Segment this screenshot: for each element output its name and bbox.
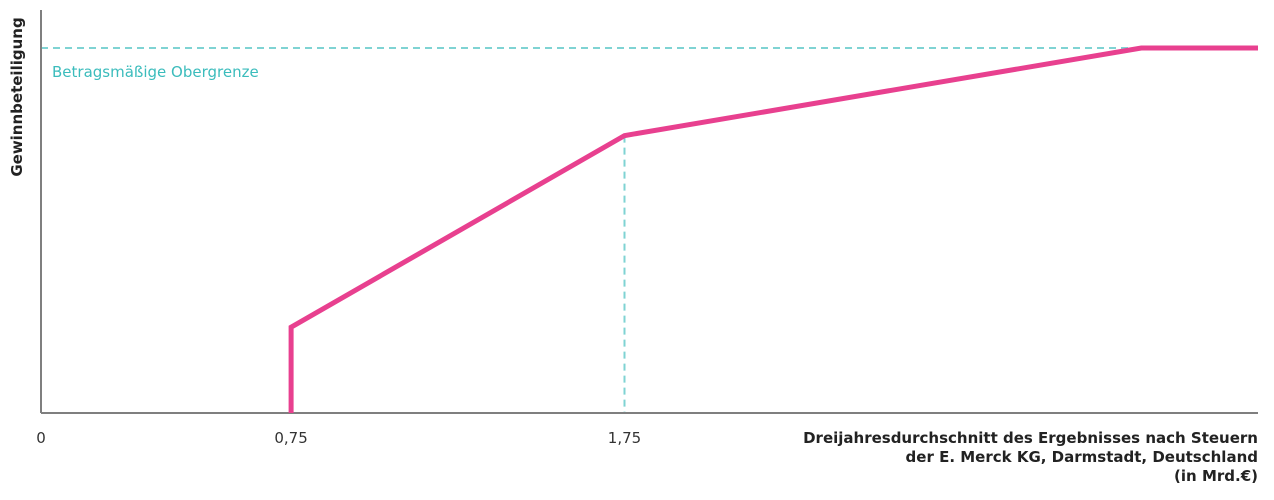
x-axis-title: Dreijahresdurchschnitt des Ergebnisses n… — [803, 429, 1258, 485]
x-axis-title-line: (in Mrd.€) — [1174, 467, 1258, 485]
upper-limit-label: Betragsmäßige Obergrenze — [52, 63, 259, 81]
x-tick-label: 0 — [36, 429, 46, 447]
x-tick-label: 1,75 — [608, 429, 641, 447]
x-tick-label: 0,75 — [274, 429, 307, 447]
y-axis-title: Gewinnbeteiligung — [8, 17, 26, 176]
x-axis-title-line: der E. Merck KG, Darmstadt, Deutschland — [906, 448, 1258, 466]
profit-share-line — [291, 48, 1258, 413]
x-axis-title-line: Dreijahresdurchschnitt des Ergebnisses n… — [803, 429, 1258, 447]
